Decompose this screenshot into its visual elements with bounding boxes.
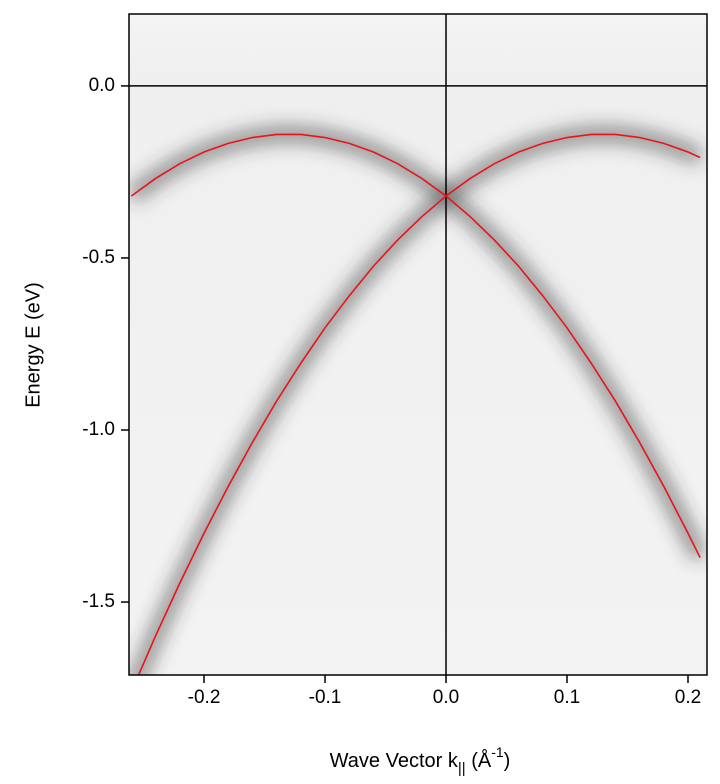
y-tick-label: -0.5 [82, 247, 115, 268]
x-tick-label: 0.2 [675, 687, 701, 708]
x-tick-label: 0.1 [554, 687, 580, 708]
y-tick-label: -1.0 [82, 419, 115, 440]
y-axis-label: Energy E (eV) [22, 282, 44, 408]
plot-area [129, 14, 707, 675]
plot-frame [128, 13, 708, 676]
x-tick-label: -0.2 [188, 687, 221, 708]
y-tick-label: 0.0 [89, 75, 115, 96]
x-axis-label: Wave Vector k|| (Å-1) [330, 744, 511, 777]
x-tick-label: -0.1 [309, 687, 342, 708]
plot-background [129, 14, 707, 675]
x-tick-label: 0.0 [433, 687, 459, 708]
band-fit-line [137, 133, 701, 675]
band-fit-line [130, 133, 701, 559]
y-tick-label: -1.5 [82, 591, 115, 612]
